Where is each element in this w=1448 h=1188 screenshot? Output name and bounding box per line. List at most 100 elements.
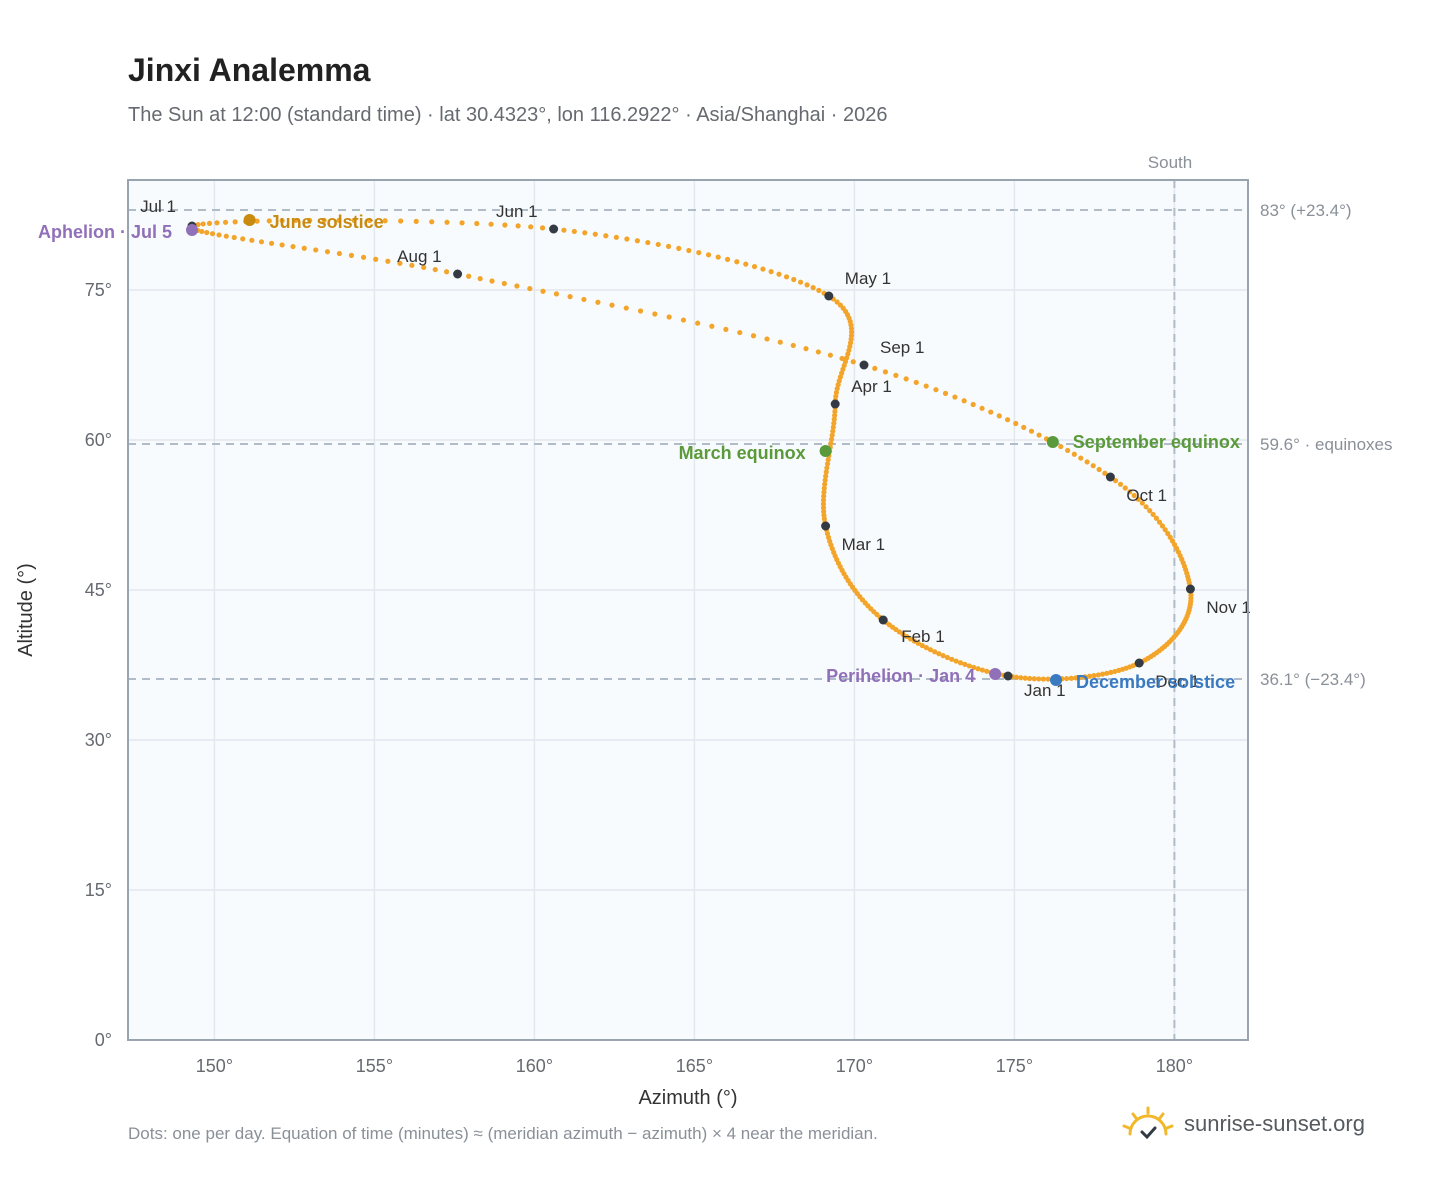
month-label: Apr 1 xyxy=(851,377,892,396)
daily-dot xyxy=(1104,670,1110,676)
daily-dot xyxy=(592,231,598,237)
daily-dot xyxy=(821,508,827,515)
daily-dot xyxy=(209,231,216,237)
daily-dot xyxy=(1068,675,1074,681)
daily-dot xyxy=(680,317,687,323)
daily-dot xyxy=(760,266,766,272)
daily-dot xyxy=(936,651,942,657)
daily-dot xyxy=(923,645,929,651)
daily-dot xyxy=(432,266,438,273)
y-tick-label: 0° xyxy=(95,1030,112,1050)
daily-dot xyxy=(1084,459,1090,465)
daily-dot xyxy=(828,440,834,446)
month-label: Feb 1 xyxy=(901,627,944,646)
daily-dot xyxy=(791,276,797,283)
daily-dot xyxy=(820,505,827,511)
daily-dot xyxy=(949,656,955,662)
daily-dot xyxy=(831,416,837,422)
y-tick-label: 15° xyxy=(85,880,112,900)
daily-dot xyxy=(360,254,367,260)
daily-dot xyxy=(816,287,822,293)
daily-dot xyxy=(223,233,229,239)
x-axis-label: Azimuth (°) xyxy=(638,1087,737,1109)
daily-dot xyxy=(1096,466,1102,473)
daily-dot xyxy=(1073,675,1079,681)
daily-dot xyxy=(413,218,419,224)
daily-dot xyxy=(249,237,255,243)
daily-dot xyxy=(815,349,821,355)
daily-dot xyxy=(952,394,958,400)
month-marker xyxy=(878,615,888,625)
daily-dot xyxy=(768,269,774,275)
daily-dot xyxy=(279,218,285,224)
daily-dot xyxy=(609,302,615,308)
daily-dot xyxy=(790,342,796,349)
event-marker xyxy=(1046,436,1059,448)
daily-dot xyxy=(825,457,831,463)
reference-line-label: 36.1° (−23.4°) xyxy=(1260,670,1366,689)
daily-dot xyxy=(839,355,845,362)
month-label: Aug 1 xyxy=(397,247,441,266)
daily-dot xyxy=(214,220,220,226)
daily-dot xyxy=(324,249,331,255)
daily-dot xyxy=(820,501,827,507)
daily-dot xyxy=(254,218,260,224)
daily-dot xyxy=(290,243,296,250)
daily-dot xyxy=(907,636,914,642)
daily-dot xyxy=(893,372,899,378)
daily-dot xyxy=(1165,530,1171,537)
daily-dot xyxy=(1122,485,1128,491)
daily-dot xyxy=(821,489,827,495)
daily-dot xyxy=(222,219,229,225)
daily-dot xyxy=(603,233,609,239)
daily-dot xyxy=(810,285,816,291)
reference-line-label: 59.6° · equinoxes xyxy=(1260,435,1393,454)
daily-dot xyxy=(489,278,495,284)
month-marker xyxy=(1185,584,1195,594)
x-tick-label: 150° xyxy=(196,1056,233,1076)
month-marker xyxy=(859,360,869,370)
daily-dot xyxy=(409,262,415,268)
daily-dot xyxy=(798,279,804,285)
daily-dot xyxy=(474,220,480,227)
daily-dot xyxy=(1099,671,1106,677)
reference-lines: 83° (+23.4°) 59.6° · equinoxes 36.1° (−23.… xyxy=(128,180,1393,1040)
event-marker xyxy=(989,668,1002,680)
daily-dot xyxy=(1147,508,1153,514)
daily-dot xyxy=(382,218,388,224)
daily-dot xyxy=(913,379,919,386)
daily-dot xyxy=(514,283,520,289)
daily-dot xyxy=(923,383,929,389)
daily-dot xyxy=(539,225,546,231)
daily-dot xyxy=(1078,455,1084,461)
daily-dot xyxy=(321,217,327,223)
event-marker xyxy=(243,214,256,226)
y-tick-label: 45° xyxy=(85,580,112,600)
daily-dot xyxy=(833,389,840,396)
daily-sun-path xyxy=(188,217,1194,682)
month-marker xyxy=(1105,472,1115,482)
month-label: Jul 1 xyxy=(140,197,176,216)
daily-dot xyxy=(582,230,588,236)
reference-line-label: 83° (+23.4°) xyxy=(1260,201,1352,220)
daily-dot xyxy=(553,291,560,297)
x-tick-label: 170° xyxy=(836,1056,873,1076)
daily-dot xyxy=(1108,669,1114,675)
daily-dot xyxy=(200,221,206,227)
event-label: Perihelion · Jan 4 xyxy=(826,666,975,686)
daily-dot xyxy=(777,339,783,345)
daily-dot xyxy=(613,234,619,240)
daily-dot xyxy=(1028,428,1035,434)
month-marker xyxy=(824,291,834,301)
daily-dot xyxy=(336,217,342,223)
daily-dot xyxy=(686,247,692,254)
brand[interactable]: sunrise-sunset.org xyxy=(1120,1102,1365,1146)
daily-dot xyxy=(970,401,976,408)
daily-dot xyxy=(466,273,472,279)
daily-dot xyxy=(1139,500,1145,506)
daily-dot xyxy=(459,220,465,226)
daily-dot xyxy=(634,238,640,244)
daily-dot xyxy=(988,409,994,415)
daily-dot xyxy=(571,228,577,235)
